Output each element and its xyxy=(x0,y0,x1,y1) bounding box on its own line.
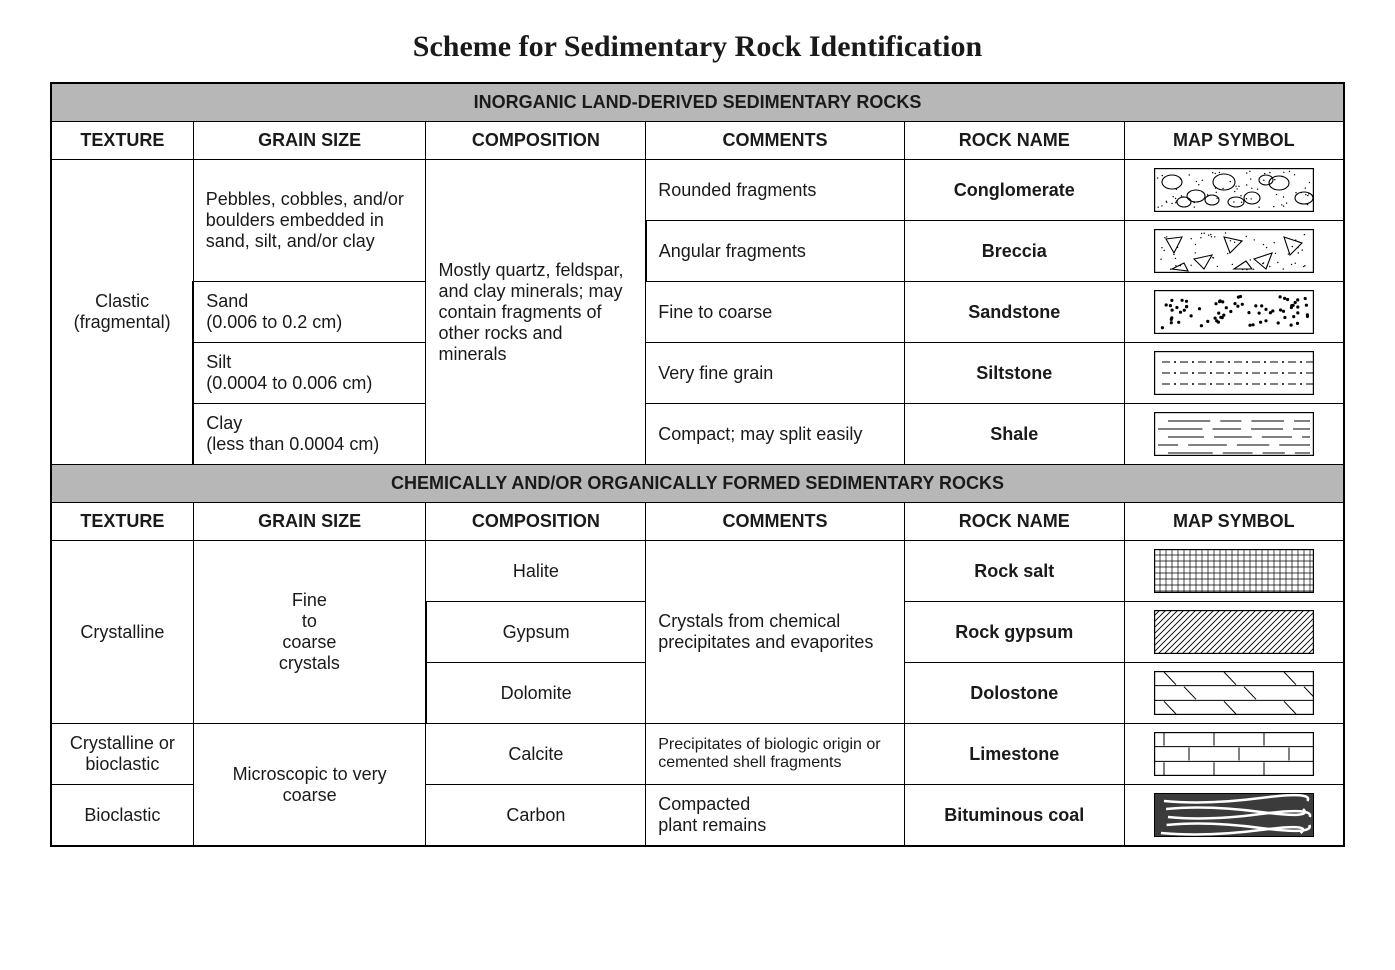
col-symbol: MAP SYMBOL xyxy=(1124,122,1344,160)
cell-rockname: Rock salt xyxy=(904,541,1124,602)
section-header-inorganic: INORGANIC LAND-DERIVED SEDIMENTARY ROCKS xyxy=(51,83,1344,122)
cell-symbol xyxy=(1124,663,1344,724)
cell-rockname: Bituminous coal xyxy=(904,785,1124,847)
cell-grain: Microscopic to very coarse xyxy=(193,724,426,847)
table-row: Crystalline or bioclastic Microscopic to… xyxy=(51,724,1344,785)
cell-comments: Very fine grain xyxy=(646,343,905,404)
page-title: Scheme for Sedimentary Rock Identificati… xyxy=(50,30,1345,64)
cell-texture: Clastic(fragmental) xyxy=(51,160,193,465)
cell-symbol xyxy=(1124,282,1344,343)
table-row: Clay(less than 0.0004 cm) Compact; may s… xyxy=(51,404,1344,465)
cell-rockname: Limestone xyxy=(904,724,1124,785)
cell-rockname: Breccia xyxy=(904,221,1124,282)
cell-comments: Rounded fragments xyxy=(646,160,905,221)
cell-comments: Precipitates of biologic origin or cemen… xyxy=(646,724,905,785)
col-comments: COMMENTS xyxy=(646,503,905,541)
cell-composition: Mostly quartz, feldspar, and clay minera… xyxy=(426,160,646,465)
cell-rockname: Dolostone xyxy=(904,663,1124,724)
col-rockname: ROCK NAME xyxy=(904,503,1124,541)
col-composition: COMPOSITION xyxy=(426,503,646,541)
cell-texture: Crystalline or bioclastic xyxy=(51,724,193,785)
table-row: Crystalline Finetocoarsecrystals Halite … xyxy=(51,541,1344,602)
col-rockname: ROCK NAME xyxy=(904,122,1124,160)
col-texture: TEXTURE xyxy=(51,503,193,541)
cell-symbol xyxy=(1124,404,1344,465)
cell-grain: Sand(0.006 to 0.2 cm) xyxy=(193,282,426,343)
cell-comments: Compact; may split easily xyxy=(646,404,905,465)
cell-grain: Pebbles, cobbles, and/or boulders embedd… xyxy=(193,160,426,282)
cell-grain: Clay(less than 0.0004 cm) xyxy=(193,404,426,465)
table-row: Silt(0.0004 to 0.006 cm) Very fine grain… xyxy=(51,343,1344,404)
cell-comments: Angular fragments xyxy=(646,221,905,282)
cell-comments: Crystals from chemical precipitates and … xyxy=(646,541,905,724)
cell-symbol xyxy=(1124,602,1344,663)
cell-composition: Carbon xyxy=(426,785,646,847)
cell-grain: Finetocoarsecrystals xyxy=(193,541,426,724)
cell-symbol xyxy=(1124,221,1344,282)
cell-symbol xyxy=(1124,343,1344,404)
cell-composition: Halite xyxy=(426,541,646,602)
cell-comments: Compactedplant remains xyxy=(646,785,905,847)
cell-texture: Crystalline xyxy=(51,541,193,724)
cell-texture: Bioclastic xyxy=(51,785,193,847)
identification-table: INORGANIC LAND-DERIVED SEDIMENTARY ROCKS… xyxy=(50,82,1345,847)
col-texture: TEXTURE xyxy=(51,122,193,160)
cell-symbol xyxy=(1124,160,1344,221)
cell-rockname: Siltstone xyxy=(904,343,1124,404)
col-symbol: MAP SYMBOL xyxy=(1124,503,1344,541)
cell-composition: Dolomite xyxy=(426,663,646,724)
cell-composition: Gypsum xyxy=(426,602,646,663)
cell-rockname: Shale xyxy=(904,404,1124,465)
cell-comments: Fine to coarse xyxy=(646,282,905,343)
col-composition: COMPOSITION xyxy=(426,122,646,160)
cell-composition: Calcite xyxy=(426,724,646,785)
cell-rockname: Sandstone xyxy=(904,282,1124,343)
cell-symbol xyxy=(1124,724,1344,785)
section-header-chemical: CHEMICALLY AND/OR ORGANICALLY FORMED SED… xyxy=(51,465,1344,503)
col-grain: GRAIN SIZE xyxy=(193,503,426,541)
cell-symbol xyxy=(1124,541,1344,602)
col-grain: GRAIN SIZE xyxy=(193,122,426,160)
table-row: Sand(0.006 to 0.2 cm) Fine to coarse San… xyxy=(51,282,1344,343)
cell-symbol xyxy=(1124,785,1344,847)
table-row: Clastic(fragmental) Pebbles, cobbles, an… xyxy=(51,160,1344,221)
cell-rockname: Conglomerate xyxy=(904,160,1124,221)
cell-rockname: Rock gypsum xyxy=(904,602,1124,663)
col-comments: COMMENTS xyxy=(646,122,905,160)
cell-grain: Silt(0.0004 to 0.006 cm) xyxy=(193,343,426,404)
